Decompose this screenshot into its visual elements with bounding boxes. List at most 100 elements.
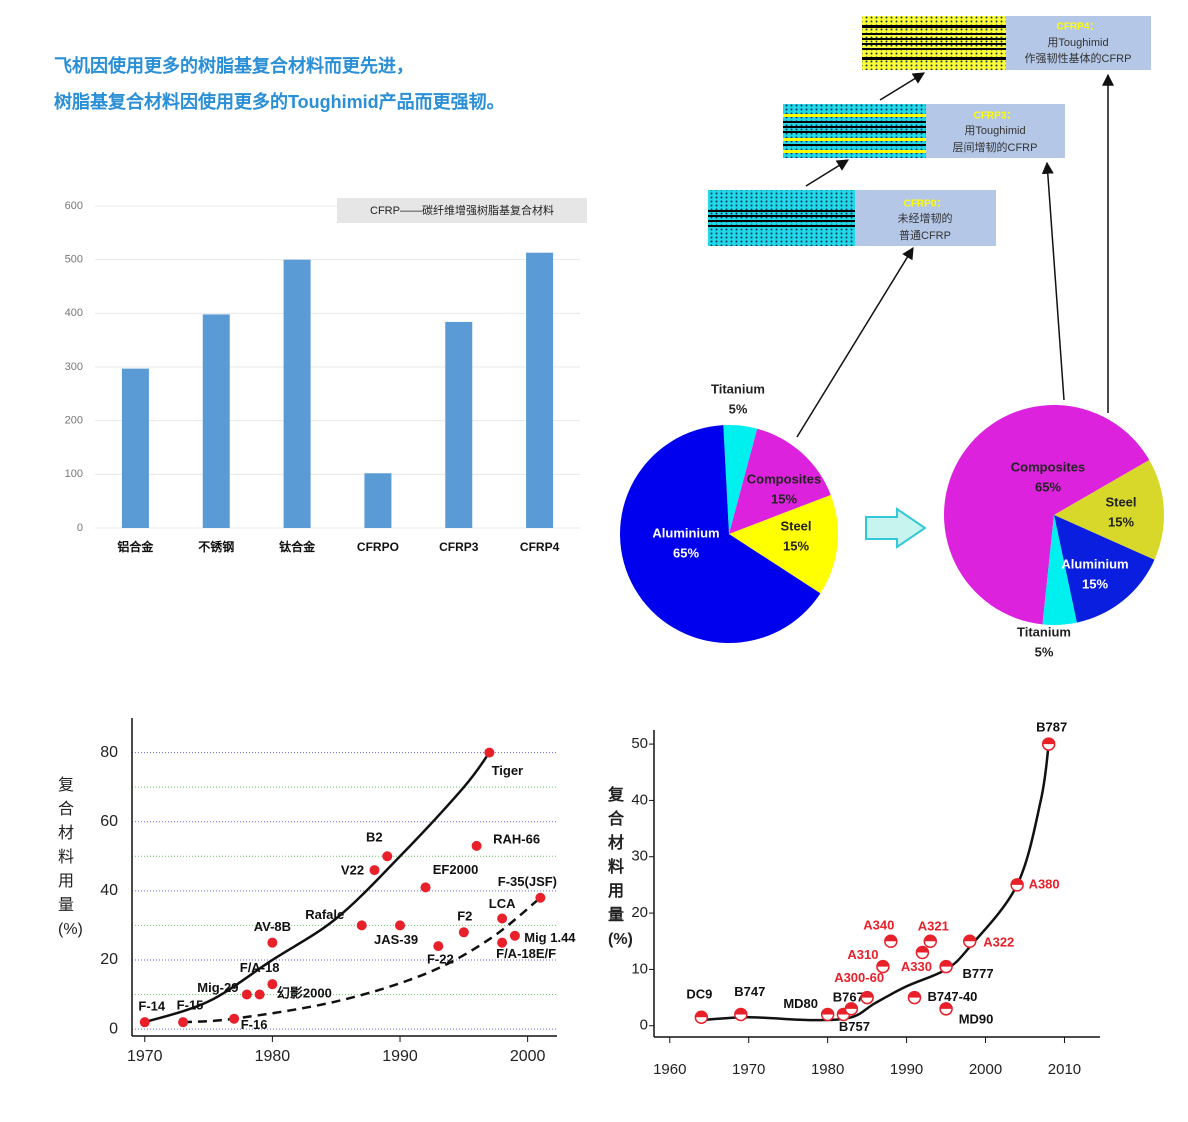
point-label: MD80: [783, 996, 818, 1011]
x-tick-label: 钛合金: [279, 539, 316, 554]
data-point: [433, 941, 444, 952]
point-label: Tiger: [492, 763, 524, 778]
data-point-fill: [695, 1011, 708, 1018]
slice-label: Titanium: [711, 381, 765, 396]
pie-slice: [1054, 460, 1164, 560]
x-tick-label: 1970: [127, 1048, 163, 1065]
trend-curve: [701, 743, 1050, 1022]
point-label: Rafale: [305, 907, 344, 922]
node-text: 普通CFRP: [899, 228, 951, 242]
y-tick-label: 20: [100, 951, 118, 968]
bar: [202, 314, 230, 528]
pie-slice: [729, 428, 831, 534]
point-label: A330: [901, 959, 932, 974]
data-point: [139, 1017, 150, 1028]
slice-value: 5%: [729, 401, 748, 416]
data-point-fill: [1042, 738, 1055, 745]
point-label: F-14: [138, 999, 166, 1014]
point-label: A322: [983, 935, 1014, 950]
y-tick-label: 100: [65, 468, 83, 480]
node-box: [855, 190, 996, 246]
y-tick-label: 0: [109, 1020, 118, 1037]
slice-value: 15%: [771, 491, 797, 506]
y-tick-label: 60: [100, 813, 118, 830]
data-point-fill: [924, 935, 937, 942]
y-tick-label: 600: [65, 200, 83, 212]
point-label: A340: [863, 918, 894, 933]
data-point: [420, 882, 431, 893]
slice-label: Aluminium: [652, 525, 719, 540]
slice-label: Composites: [747, 471, 821, 486]
laminate-cfrp4: [862, 16, 1006, 70]
point-label: B777: [963, 966, 994, 981]
node-text: 层间增韧的CFRP: [953, 140, 1038, 154]
point-label: B767: [833, 989, 864, 1004]
point-label: Mig 1.44: [524, 930, 576, 945]
slice-label: Steel: [780, 518, 811, 533]
trend-curve: [144, 751, 491, 1024]
point-label: F/A-18: [240, 960, 280, 975]
point-label: EF2000: [433, 862, 479, 877]
data-point-fill: [734, 1008, 747, 1015]
node-box: [926, 104, 1065, 158]
y-tick-label: 0: [640, 1017, 648, 1034]
x-tick-label: 2000: [510, 1048, 546, 1065]
data-point-fill: [876, 960, 889, 967]
headline: 树脂基复合材料因使用更多的Toughimid产品而更强韧。: [54, 92, 505, 112]
data-point: [178, 1017, 189, 1028]
node-text: 用Toughimid: [964, 125, 1025, 137]
node-text: 用Toughimid: [1047, 37, 1108, 49]
node-title: CFRP4：: [1057, 22, 1100, 33]
bar: [364, 473, 392, 528]
point-label: JAS-39: [374, 932, 418, 947]
point-label: F/A-18E/F: [496, 946, 556, 961]
data-point-fill: [1011, 878, 1024, 885]
data-point: [382, 851, 393, 862]
x-tick-label: 2000: [969, 1061, 1002, 1078]
data-point: [241, 989, 252, 1000]
x-tick-label: 铝合金: [117, 539, 154, 554]
y-tick-label: 30: [631, 848, 648, 865]
data-point: [458, 927, 469, 938]
slice-label: Aluminium: [1061, 556, 1128, 571]
y-tick-label: 400: [65, 307, 83, 319]
slice-value: 15%: [783, 538, 809, 553]
pie-slice: [1042, 515, 1077, 626]
data-point: [497, 913, 508, 924]
data-point: [267, 979, 278, 990]
point-label: A310: [847, 947, 878, 962]
y-tick-label: 200: [65, 415, 83, 427]
data-point-fill: [845, 1002, 858, 1009]
y-tick-label: 50: [631, 735, 648, 752]
node-title: CFRP3：: [974, 111, 1017, 122]
slice-label: Steel: [1105, 494, 1136, 509]
point-label: F-15: [177, 998, 204, 1013]
data-point: [229, 1013, 240, 1024]
pie-slice: [943, 404, 1150, 625]
annotation: CFRP——碳纤维增强树脂基复合材料: [370, 203, 554, 217]
point-label: LCA: [489, 896, 516, 911]
point-label: B747-40: [928, 989, 978, 1004]
y-tick-label: 80: [100, 744, 118, 761]
pie-slice: [723, 424, 758, 534]
x-tick-label: 1970: [732, 1061, 765, 1078]
slice-label: Titanium: [1017, 624, 1071, 639]
slice-value: 65%: [1035, 479, 1061, 494]
point-label: B757: [839, 1019, 870, 1034]
point-label: F2: [457, 909, 472, 924]
data-point: [484, 747, 495, 758]
x-tick-label: CFRP3: [439, 540, 479, 554]
y-tick-label: 40: [100, 882, 118, 899]
x-tick-label: 1990: [382, 1048, 418, 1065]
x-tick-label: 不锈钢: [198, 539, 234, 554]
x-tick-label: 1980: [811, 1061, 844, 1078]
y-tick-label: 300: [65, 361, 83, 373]
x-tick-label: 1990: [890, 1061, 923, 1078]
point-label: V22: [341, 863, 364, 878]
data-point-fill: [940, 960, 953, 967]
point-label: F-22: [427, 952, 454, 967]
data-point-fill: [916, 946, 929, 953]
point-label: DC9: [686, 987, 712, 1002]
point-label: AV-8B: [254, 919, 291, 934]
slice-value: 65%: [673, 545, 699, 560]
